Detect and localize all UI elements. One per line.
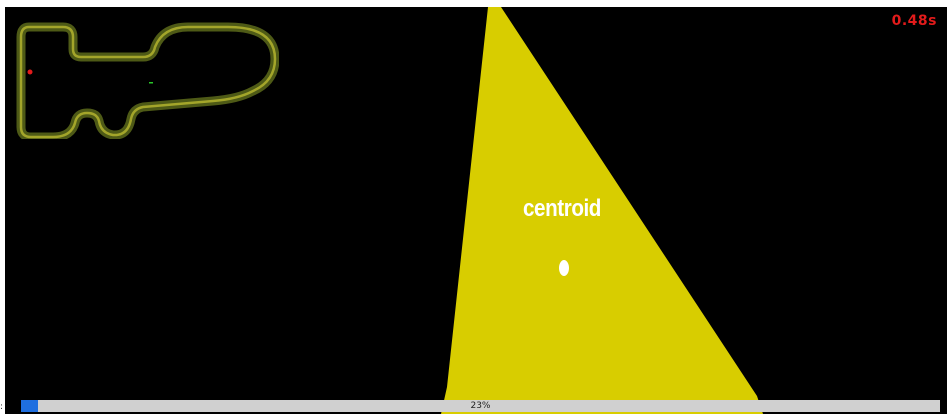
edge-glyph: : (0, 402, 4, 412)
progress-bar: 23% (21, 400, 940, 412)
centroid-marker (559, 260, 569, 276)
progress-fill (21, 400, 38, 412)
progress-label: 23% (470, 401, 491, 411)
centroid-label: centroid (523, 195, 601, 222)
lane-region (441, 7, 763, 414)
simulation-viewport: centroid 0.48s 23% (5, 7, 947, 414)
camera-view (441, 7, 763, 414)
track-outline (16, 22, 279, 139)
track-stripe (19, 25, 277, 139)
goal-marker (149, 82, 153, 84)
track-minimap (16, 22, 279, 139)
car-position-marker (27, 69, 33, 75)
elapsed-timer: 0.48s (891, 13, 937, 29)
